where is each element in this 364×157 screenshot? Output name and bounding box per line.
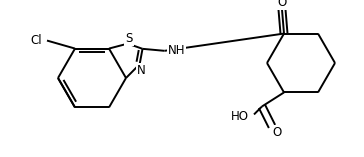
Text: NH: NH <box>168 44 185 57</box>
Text: O: O <box>272 126 282 139</box>
Text: O: O <box>277 0 286 9</box>
Text: Cl: Cl <box>30 34 42 47</box>
Text: N: N <box>137 64 146 77</box>
Text: HO: HO <box>231 110 249 123</box>
Text: S: S <box>125 32 132 45</box>
